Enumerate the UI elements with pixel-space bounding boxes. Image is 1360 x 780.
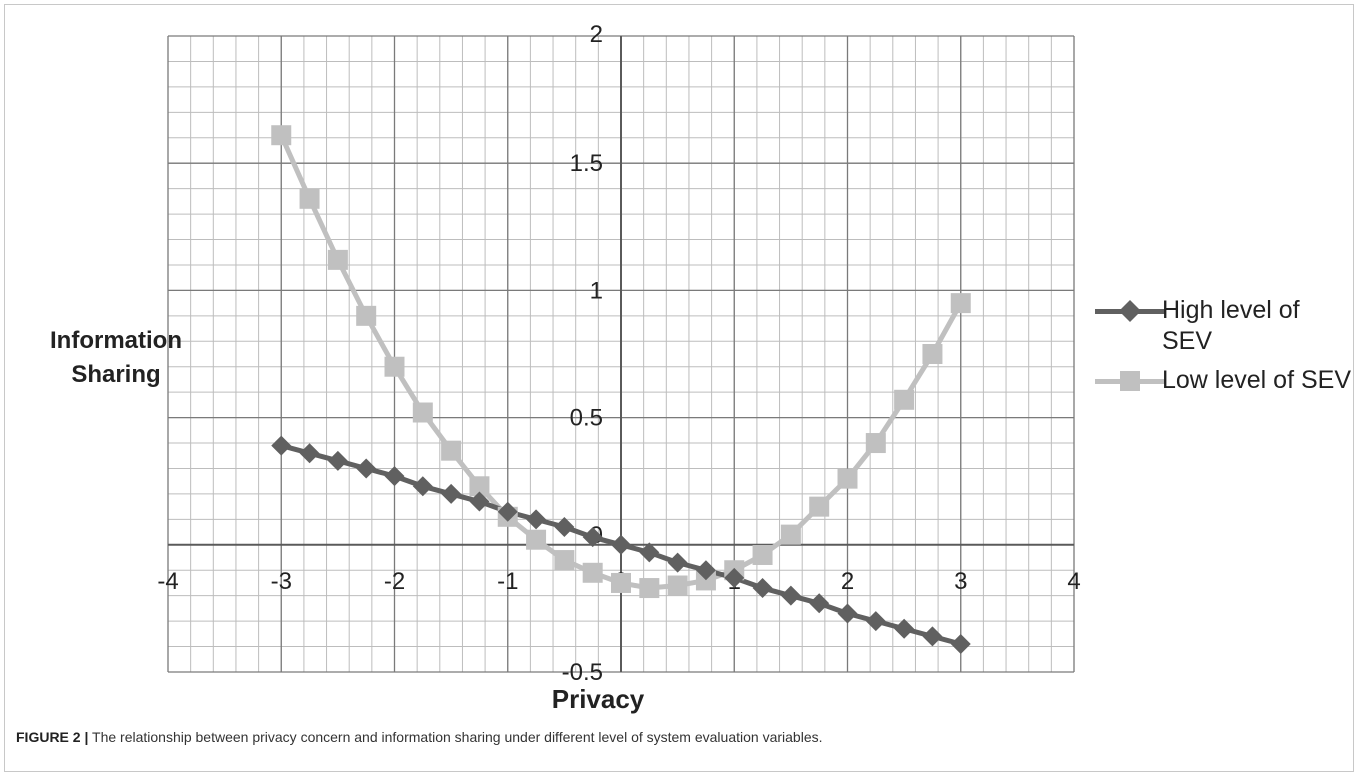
data-point-high — [412, 476, 433, 497]
data-point-low — [780, 524, 801, 545]
data-point-low — [469, 476, 490, 497]
data-point-high — [950, 634, 971, 655]
data-point-high — [695, 560, 716, 581]
data-point-high — [327, 450, 348, 471]
data-point-high — [582, 527, 603, 548]
x-tick-label: -4 — [157, 568, 178, 595]
x-tick-label: -1 — [497, 568, 518, 595]
data-point-high — [837, 603, 858, 624]
data-point-low — [922, 344, 943, 364]
data-point-low — [271, 125, 292, 146]
data-point-low — [894, 389, 915, 410]
data-point-low — [327, 249, 348, 270]
y-tick-label: 0.5 — [570, 405, 603, 432]
data-point-high — [441, 483, 462, 504]
data-point-high — [356, 458, 377, 479]
legend-label-high: High level of SEV — [1162, 296, 1300, 355]
data-point-high — [497, 501, 518, 522]
data-point-high — [639, 542, 660, 563]
legend-diamond-marker — [1119, 300, 1141, 322]
data-point-high — [611, 534, 631, 555]
data-point-low — [356, 305, 377, 326]
data-point-high — [752, 578, 773, 599]
data-point-low — [752, 544, 773, 565]
data-point-high — [299, 443, 320, 464]
data-point-low — [582, 562, 603, 583]
y-axis-title-line1: Information — [50, 327, 182, 354]
x-tick-label: 4 — [1067, 568, 1080, 595]
legend-item-high: High level of SEV — [1090, 295, 1350, 365]
data-point-high — [894, 618, 915, 639]
data-point-high — [384, 466, 405, 487]
data-point-low — [639, 578, 660, 599]
legend: High level of SEV Low level of SEV — [1090, 295, 1351, 435]
y-tick-label: -0.5 — [562, 659, 603, 686]
data-point-low — [412, 402, 433, 423]
y-tick-label: 1.5 — [570, 150, 603, 177]
data-point-high — [809, 593, 830, 614]
data-point-low — [837, 468, 858, 489]
data-point-low — [667, 575, 688, 596]
data-point-high — [554, 516, 575, 537]
y-tick-label: 1 — [590, 277, 603, 304]
caption-text: The relationship between privacy concern… — [88, 729, 823, 745]
data-point-high — [469, 491, 490, 512]
data-point-low — [695, 570, 716, 591]
x-tick-label: 3 — [954, 568, 967, 595]
figure-caption: FIGURE 2 | The relationship between priv… — [16, 729, 823, 745]
x-tick-label: -3 — [271, 568, 292, 595]
x-tick-label: 2 — [841, 568, 854, 595]
legend-square-marker — [1120, 371, 1140, 391]
data-point-high — [780, 585, 801, 606]
x-tick-label: -2 — [384, 568, 405, 595]
data-point-high — [865, 611, 886, 632]
data-point-low — [865, 433, 886, 454]
data-point-high — [667, 552, 688, 573]
data-point-low — [611, 572, 631, 593]
data-point-high — [526, 509, 547, 530]
legend-item-low: Low level of SEV — [1090, 365, 1351, 435]
legend-label-low: Low level of SEV — [1162, 366, 1351, 394]
data-point-low — [809, 496, 830, 517]
data-point-low — [384, 356, 405, 377]
data-point-low — [526, 529, 547, 550]
data-point-high — [724, 567, 745, 588]
data-point-low — [554, 550, 575, 571]
caption-label: FIGURE 2 | — [16, 729, 89, 745]
data-point-high — [922, 626, 943, 647]
data-point-low — [299, 188, 320, 209]
data-point-low — [441, 440, 462, 461]
y-axis-title-line2: Sharing — [71, 361, 160, 388]
y-tick-label: 2 — [590, 21, 603, 48]
x-axis-title: Privacy — [552, 684, 645, 714]
data-point-high — [271, 435, 292, 456]
data-point-low — [950, 293, 971, 314]
